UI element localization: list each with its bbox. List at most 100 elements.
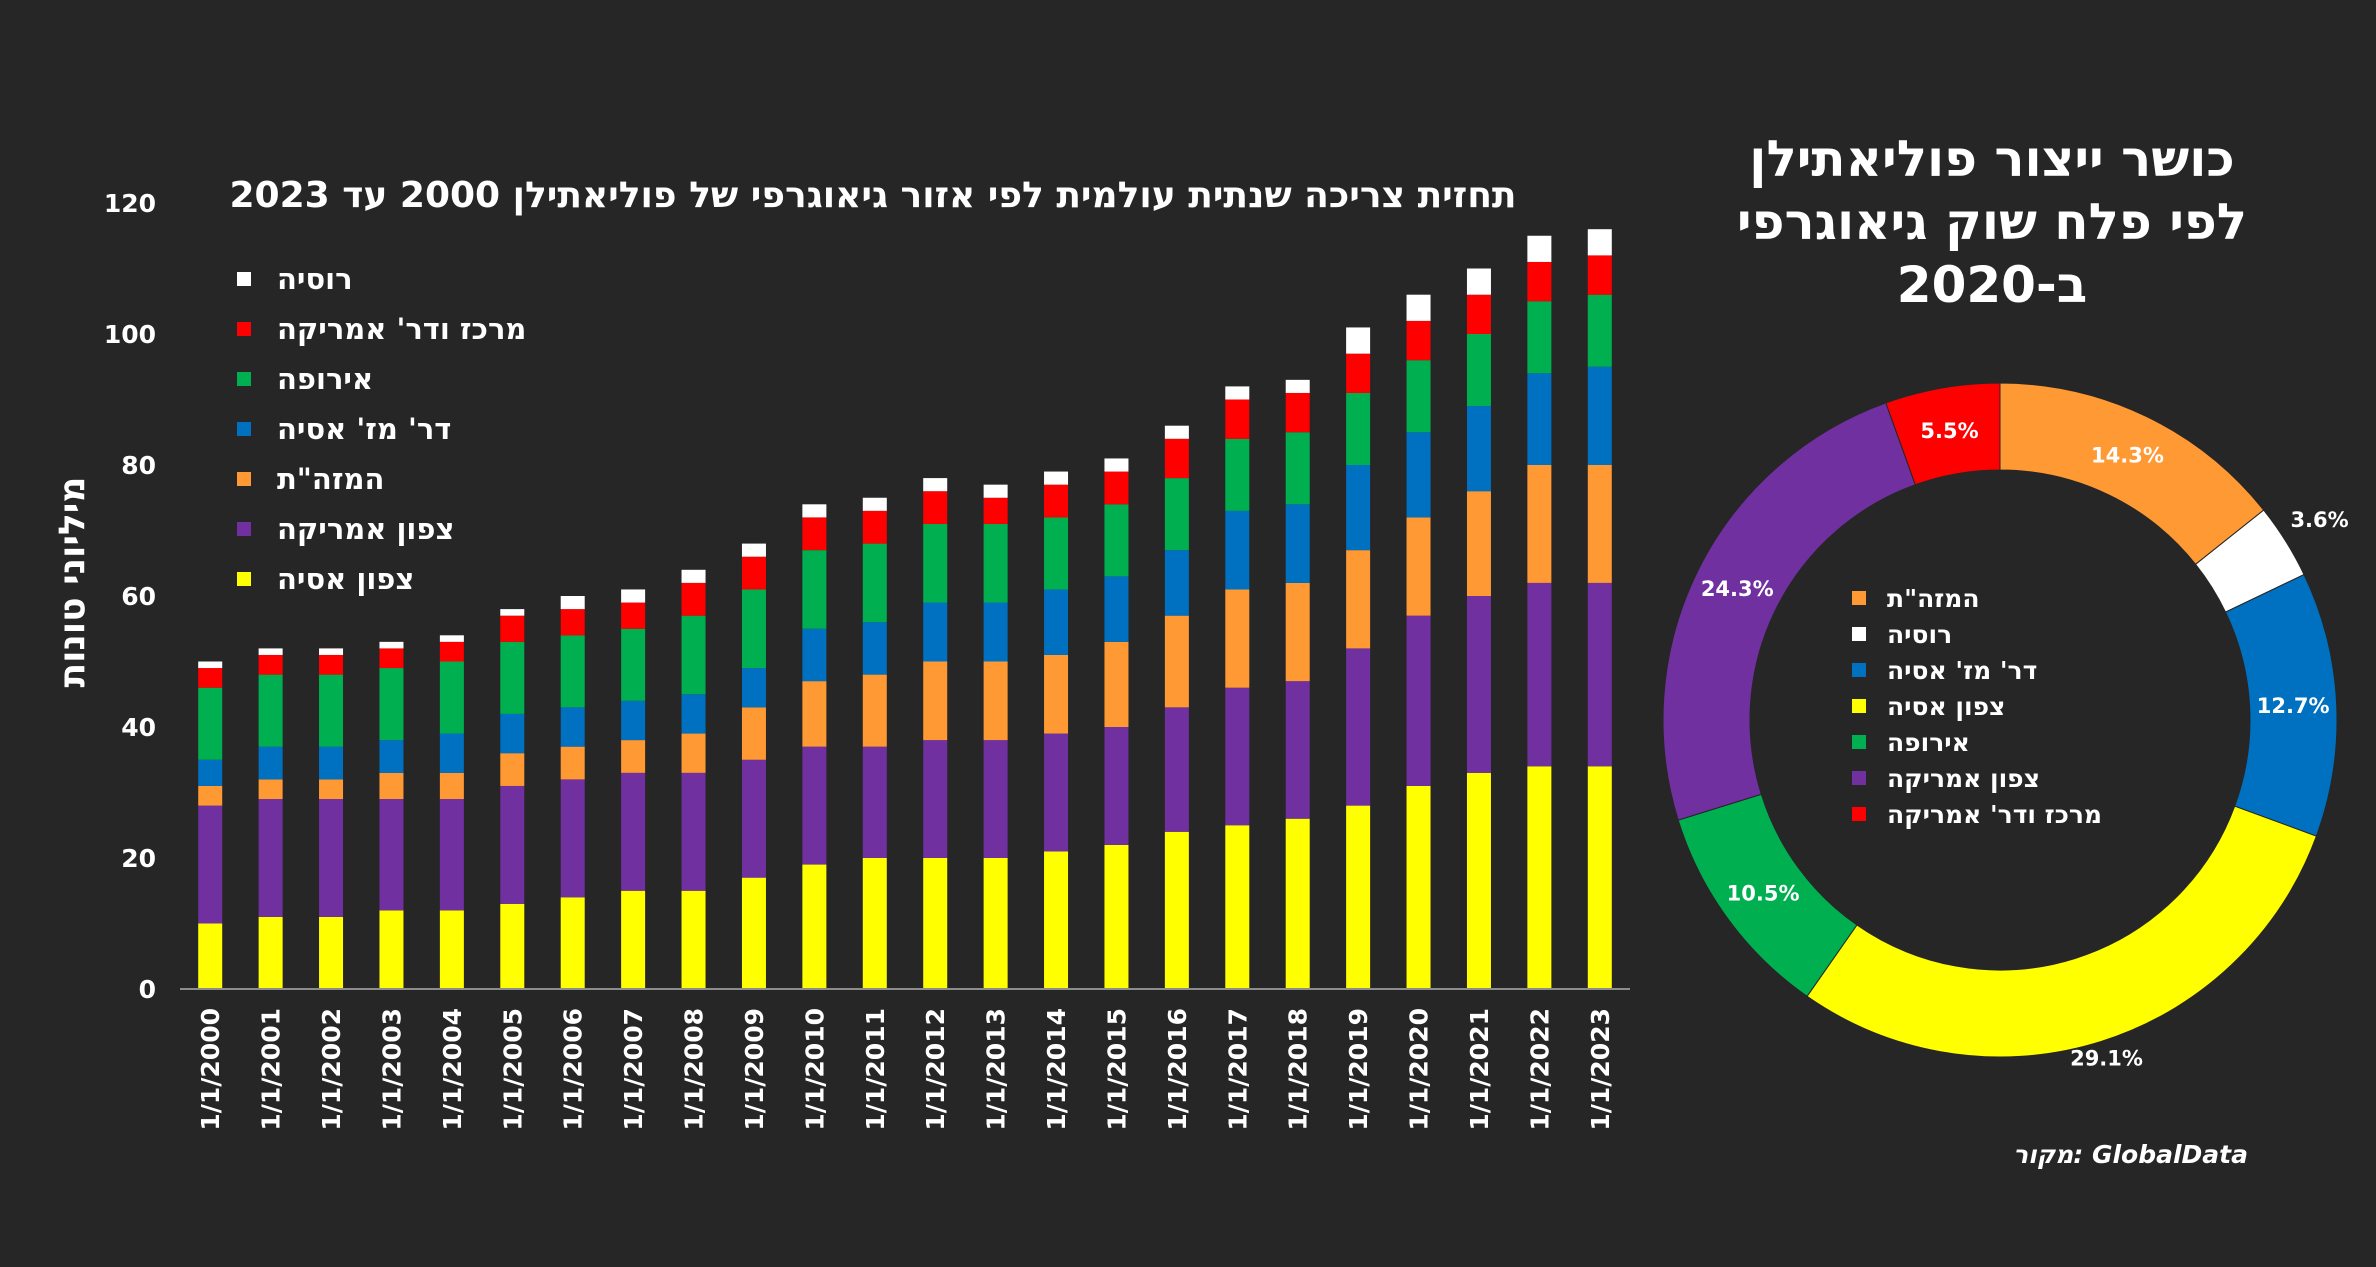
bar-segment	[1466, 491, 1491, 596]
donut-title-line: לפי פלח שוק גיאוגרפי	[1737, 193, 2247, 251]
donut-slice	[1662, 402, 1916, 821]
legend-swatch	[1852, 699, 1866, 713]
legend-label: אירופה	[1887, 728, 1970, 757]
donut-slice	[1999, 382, 2265, 566]
bar-segment	[862, 497, 887, 511]
bar-segment	[862, 858, 887, 989]
legend-label: צפון אמריקה	[277, 512, 454, 546]
bar-segment	[741, 877, 766, 989]
bar-segment	[1225, 438, 1250, 511]
x-tick-label: 1/1/2005	[498, 1008, 527, 1131]
bar-chart-legend: רוסיה מרכז ודר' אמריקה אירופה דר' מז' אסיה ה…	[237, 262, 526, 596]
bar-segment	[1466, 406, 1491, 492]
bar-segment	[681, 694, 706, 734]
bar-segment	[1346, 353, 1371, 393]
bar-segment	[439, 799, 464, 911]
y-tick-label: 0	[139, 975, 156, 1004]
bar-segment	[923, 602, 948, 662]
bar-segment	[560, 746, 585, 780]
bar-segment	[1466, 334, 1491, 407]
bar-segment	[802, 628, 827, 682]
bar-segment	[500, 903, 525, 989]
bar-segment	[319, 799, 344, 917]
bar-segment	[802, 550, 827, 629]
bar-segment	[983, 484, 1008, 498]
bar-segment	[923, 661, 948, 741]
legend-label: צפון אסיה	[277, 562, 414, 596]
legend-swatch	[237, 472, 251, 486]
bar-segment	[1587, 255, 1612, 295]
bar-segment	[983, 602, 1008, 662]
bar-segment	[1104, 727, 1129, 845]
x-tick-label: 1/1/2011	[861, 1008, 890, 1131]
y-tick-label: 100	[104, 320, 156, 349]
legend-label: צפון אמריקה	[1887, 764, 2040, 793]
legend-label: מרכז ודר' אמריקה	[1887, 800, 2102, 829]
bar-segment	[862, 510, 887, 544]
x-tick-label: 1/1/2003	[377, 1008, 406, 1131]
bar-segment	[1527, 373, 1552, 465]
x-tick-label: 1/1/2002	[317, 1008, 346, 1131]
legend-label: רוסיה	[277, 262, 353, 296]
legend-label: רוסיה	[1887, 620, 1952, 649]
bar-segment	[923, 478, 948, 492]
bar-segment	[1587, 465, 1612, 583]
bar-segment	[1466, 596, 1491, 773]
donut-legend: המזה"ת רוסיה דר' מז' אסיה צפון אסיה אירופה צפ…	[1852, 584, 2102, 829]
bar-segment	[1164, 550, 1189, 616]
bar-segment	[560, 779, 585, 898]
bar-segment	[258, 674, 283, 747]
bar-segment	[439, 641, 464, 662]
x-tick-label: 1/1/2001	[257, 1008, 286, 1131]
bar-segment	[1406, 517, 1431, 616]
bar-segment	[681, 890, 706, 989]
legend-label: המזה"ת	[1887, 584, 1980, 613]
bar-segment	[1285, 681, 1310, 819]
bar-segment	[198, 923, 223, 989]
bar-segment	[379, 740, 404, 773]
y-axis-ticks: 0 20 40 60 80 100 120	[104, 189, 156, 1004]
bar-segment	[379, 799, 404, 911]
bar-segment	[319, 654, 344, 675]
y-tick-label: 120	[104, 189, 156, 218]
bar-segment	[983, 497, 1008, 524]
legend-label: אירופה	[277, 362, 373, 396]
bar-segment	[1466, 268, 1491, 295]
bar-segment	[258, 746, 283, 780]
bar-segment	[983, 858, 1008, 989]
bar-segment	[862, 746, 887, 858]
bar-segment	[621, 700, 646, 741]
x-tick-label: 1/1/2023	[1586, 1008, 1615, 1131]
bar-segment	[802, 864, 827, 989]
bar-segment	[1044, 517, 1069, 590]
x-tick-label: 1/1/2006	[559, 1008, 588, 1131]
bar-segment	[1406, 432, 1431, 518]
x-tick-label: 1/1/2012	[921, 1008, 950, 1131]
bar-segment	[621, 589, 646, 603]
x-tick-label: 1/1/2008	[680, 1008, 709, 1131]
bar-segment	[319, 674, 344, 747]
donut-slice	[1806, 805, 2317, 1058]
bar-segment	[1346, 392, 1371, 465]
legend-swatch	[237, 322, 251, 336]
bar-segment	[1044, 471, 1069, 485]
bar-segment	[500, 753, 525, 786]
donut-data-label: 10.5%	[1727, 881, 1800, 905]
bar-segment	[1527, 766, 1552, 989]
bar-segment	[862, 622, 887, 675]
bar-segment	[439, 772, 464, 800]
bar-segment	[923, 491, 948, 524]
bar-segment	[1285, 504, 1310, 583]
bar-segment	[802, 504, 827, 518]
legend-swatch	[237, 572, 251, 586]
bar-segment	[379, 648, 404, 669]
bar-segment	[1466, 294, 1491, 334]
y-tick-label: 20	[121, 844, 156, 873]
bar-segment	[1285, 432, 1310, 505]
bar-segment	[1104, 576, 1129, 642]
bar-segment	[1044, 654, 1069, 734]
donut-data-labels: 14.3% 3.6% 12.7% 29.1% 10.5% 24.3% 5.5%	[1701, 419, 2349, 1071]
bar-segment	[1225, 399, 1250, 439]
bar-segment	[319, 779, 344, 800]
